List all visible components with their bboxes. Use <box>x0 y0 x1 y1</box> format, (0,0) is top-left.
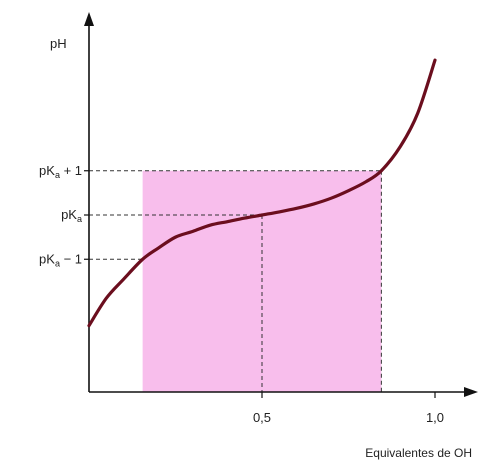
y-tick-1-sub: a <box>77 214 82 224</box>
x-axis-label: Equivalentes de OH <box>365 446 472 460</box>
y-axis-label: pH <box>50 36 67 51</box>
y-tick-0-suffix: + 1 <box>60 163 82 178</box>
plot-layer <box>84 12 478 398</box>
x-tick-label-1-0: 1,0 <box>426 410 444 425</box>
y-tick-label-pka-plus-1: pKa + 1 <box>39 163 82 180</box>
x-tick-label-0-5: 0,5 <box>253 410 271 425</box>
x-axis-arrow <box>464 387 478 397</box>
y-axis-arrow <box>84 12 94 26</box>
y-tick-0-base: pK <box>39 163 55 178</box>
y-tick-2-suffix: − 1 <box>60 251 82 266</box>
y-tick-1-base: pK <box>61 207 77 222</box>
y-tick-label-pka: pKa <box>61 207 82 224</box>
y-tick-2-base: pK <box>39 251 55 266</box>
y-tick-2-sub: a <box>55 258 60 268</box>
y-tick-0-sub: a <box>55 170 60 180</box>
y-tick-label-pka-minus-1: pKa − 1 <box>39 251 82 268</box>
titration-curve <box>87 58 437 328</box>
